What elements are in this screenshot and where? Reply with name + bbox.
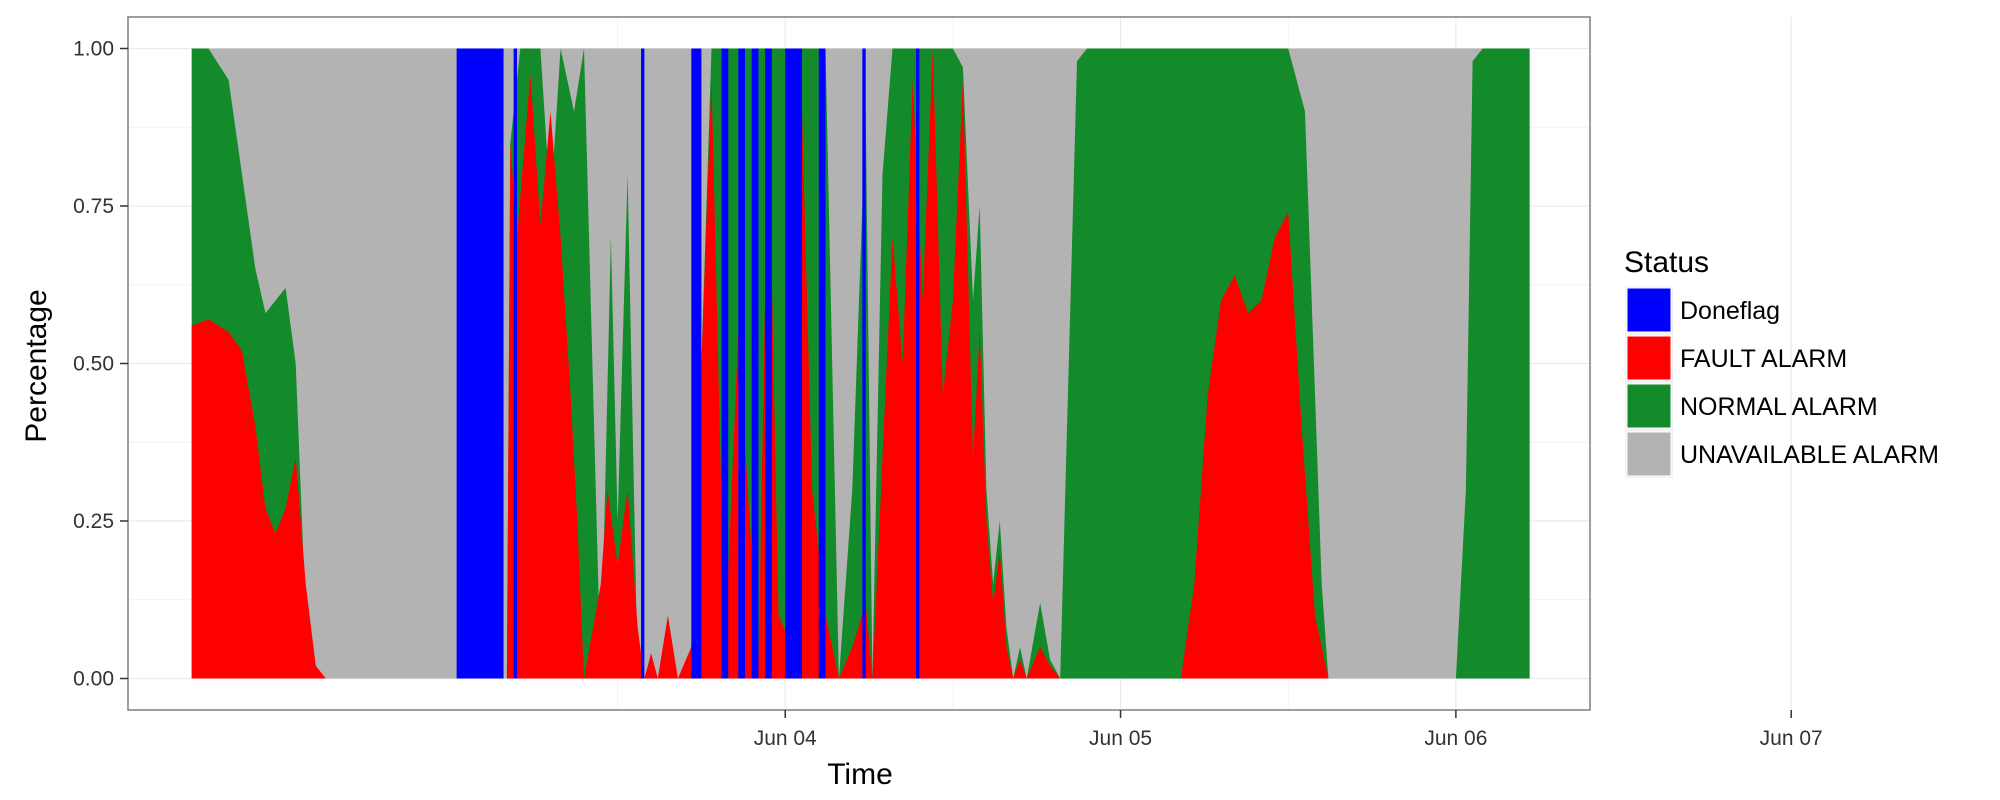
area-doneflag [785,48,802,679]
area-doneflag [641,48,645,679]
y-tick-label: 0.00 [73,668,114,691]
area-fault-alarm [191,48,1530,679]
stacked-areas [191,48,1530,679]
y-axis-ticks: 0.00 0.25 0.50 0.75 1.00 [73,38,128,691]
area-doneflag [916,48,920,679]
x-axis-title: Time [827,758,893,791]
y-tick-label: 1.00 [73,38,114,61]
area-doneflag [738,48,745,679]
legend-label: Doneflag [1680,297,1780,325]
legend-swatch [1626,383,1672,429]
area-doneflag [721,48,729,679]
area-doneflag [513,48,517,679]
area-doneflag [862,48,866,679]
legend-title: Status [1624,246,1709,279]
legend: Status Doneflag FAULT ALARM NORMAL ALARM UN… [1624,246,1939,478]
area-doneflag [691,48,702,679]
area-doneflag [456,48,504,679]
x-tick-label: Jun 06 [1424,727,1487,750]
legend-label: UNAVAILABLE ALARM [1680,441,1939,469]
y-tick-label: 0.75 [73,195,114,218]
legend-label: FAULT ALARM [1680,345,1847,373]
y-tick-label: 0.50 [73,353,114,376]
x-tick-label: Jun 07 [1760,727,1823,750]
area-doneflag [818,48,826,679]
legend-swatch [1626,287,1672,333]
legend-swatch [1626,431,1672,477]
area-doneflag [765,48,772,679]
x-axis-ticks: Jun 04 Jun 05 Jun 06 Jun 07 [754,710,1823,750]
x-tick-label: Jun 04 [754,727,817,750]
x-tick-label: Jun 05 [1089,727,1152,750]
area-doneflag [751,48,759,679]
y-tick-label: 0.25 [73,510,114,533]
legend-swatch [1626,335,1672,381]
y-axis-title: Percentage [20,289,53,442]
legend-label: NORMAL ALARM [1680,393,1878,421]
